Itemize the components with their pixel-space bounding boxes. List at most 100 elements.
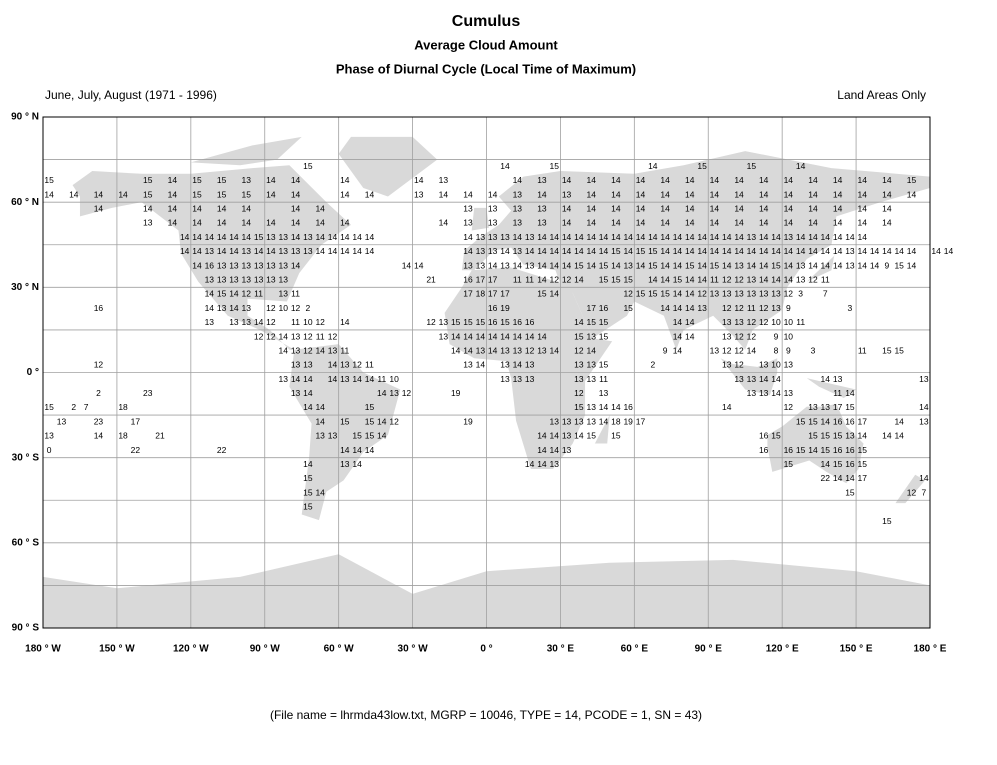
cell-value: 15 [747, 161, 757, 171]
cell-value: 14 [858, 260, 868, 270]
cell-value: 14 [673, 246, 683, 256]
cell-value: 14 [513, 260, 523, 270]
lon-label: 60 ° W [324, 644, 355, 655]
lon-label: 30 ° W [398, 644, 429, 655]
cell-value: 14 [340, 232, 350, 242]
cell-value: 13 [242, 175, 252, 185]
cell-value: 18 [118, 402, 128, 412]
cell-value: 13 [586, 360, 596, 370]
cell-value: 14 [291, 232, 301, 242]
cell-value: 14 [168, 218, 178, 228]
cell-value: 15 [685, 260, 695, 270]
landmass [471, 207, 489, 231]
cell-value: 15 [623, 303, 633, 313]
lon-label: 30 ° E [547, 644, 575, 655]
cell-value: 14 [254, 246, 264, 256]
cell-value: 13 [476, 260, 486, 270]
cell-value: 12 [426, 317, 436, 327]
cell-value: 14 [291, 260, 301, 270]
cell-value: 14 [611, 218, 621, 228]
cell-value: 14 [784, 189, 794, 199]
cell-value: 13 [463, 260, 473, 270]
cell-value: 14 [402, 260, 412, 270]
cell-value: 15 [599, 360, 609, 370]
cell-value: 9 [663, 345, 668, 355]
cell-value: 14 [340, 189, 350, 199]
cell-value: 13 [722, 317, 732, 327]
cell-value: 14 [636, 189, 646, 199]
cell-value: 14 [611, 402, 621, 412]
cell-value: 14 [894, 416, 904, 426]
cell-value: 15 [254, 232, 264, 242]
cell-value: 14 [463, 246, 473, 256]
cell-value: 15 [476, 317, 486, 327]
cell-value: 14 [858, 189, 868, 199]
cell-value: 14 [907, 189, 917, 199]
cell-value: 14 [278, 345, 288, 355]
cell-value: 11 [377, 374, 386, 384]
cell-value: 15 [451, 317, 461, 327]
cell-value: 14 [833, 218, 843, 228]
cell-value: 14 [242, 218, 252, 228]
cell-value: 14 [685, 204, 695, 214]
cell-value: 14 [660, 204, 670, 214]
cell-value: 2 [306, 303, 311, 313]
cell-value: 15 [808, 431, 818, 441]
cell-value: 13 [513, 246, 523, 256]
cell-value: 12 [352, 360, 362, 370]
cell-value: 17 [488, 274, 498, 284]
cell-value: 15 [796, 416, 806, 426]
cell-value: 12 [734, 345, 744, 355]
cell-value: 7 [921, 487, 926, 497]
cell-value: 13 [266, 274, 276, 284]
cell-value: 13 [303, 360, 313, 370]
cell-value: 15 [894, 260, 904, 270]
cell-value: 12 [747, 331, 757, 341]
cell-value: 13 [586, 416, 596, 426]
lat-label: 90 ° N [11, 112, 39, 123]
cell-value: 10 [278, 303, 288, 313]
cell-value: 13 [217, 274, 227, 284]
cell-value: 15 [365, 416, 375, 426]
cell-value: 13 [562, 431, 572, 441]
cell-value: 14 [796, 161, 806, 171]
cell-value: 13 [784, 388, 794, 398]
cell-value: 13 [771, 289, 781, 299]
cell-value: 12 [759, 303, 769, 313]
cell-value: 15 [574, 260, 584, 270]
cell-value: 14 [242, 204, 252, 214]
cell-value: 11 [747, 303, 756, 313]
cell-value: 14 [303, 459, 313, 469]
cell-value: 14 [784, 204, 794, 214]
cell-value: 14 [315, 232, 325, 242]
cell-value: 12 [784, 289, 794, 299]
cell-value: 14 [771, 274, 781, 284]
cell-value: 13 [143, 218, 153, 228]
cell-value: 13 [229, 317, 239, 327]
cell-value: 14 [808, 218, 818, 228]
cell-value: 13 [266, 260, 276, 270]
cell-value: 16 [845, 416, 855, 426]
cell-value: 14 [636, 232, 646, 242]
cell-value: 17 [500, 289, 510, 299]
cell-value: 14 [919, 402, 929, 412]
cell-value: 14 [315, 416, 325, 426]
cell-value: 14 [550, 246, 560, 256]
cell-value: 15 [771, 431, 781, 441]
cell-value: 12 [266, 303, 276, 313]
cell-value: 14 [476, 331, 486, 341]
cell-value: 14 [266, 189, 276, 199]
cell-value: 14 [858, 232, 868, 242]
cell-value: 13 [562, 189, 572, 199]
cell-value: 15 [697, 161, 707, 171]
cell-value: 15 [648, 246, 658, 256]
cell-value: 13 [340, 459, 350, 469]
cell-value: 13 [537, 204, 547, 214]
cell-value: 13 [328, 345, 338, 355]
cell-value: 11 [796, 317, 805, 327]
cell-value: 14 [463, 232, 473, 242]
cell-value: 13 [57, 416, 67, 426]
cell-value: 13 [476, 345, 486, 355]
cell-value: 13 [525, 232, 535, 242]
cell-value: 14 [710, 204, 720, 214]
